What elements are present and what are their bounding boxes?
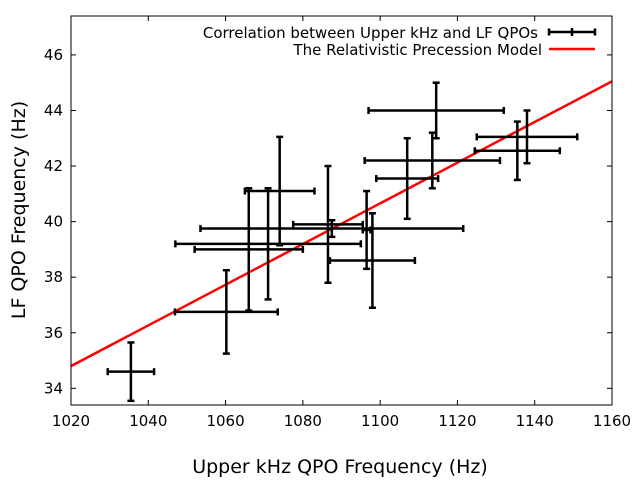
y-tick-label: 40 [44,213,63,231]
y-tick-label: 46 [44,46,63,64]
data-point [199,218,465,239]
data-layer [71,80,612,403]
plot-frame [70,15,613,406]
data-point [473,120,562,182]
data-point [375,137,440,221]
data-point [291,164,365,284]
x-tick-label: 1020 [52,412,90,430]
data-point [193,187,305,312]
y-tick-label: 36 [44,324,63,342]
x-tick-label: 1040 [129,412,167,430]
legend-label-model-line: The Relativistic Precession Model [292,41,542,59]
data-point [173,268,279,355]
axes: 1020 1040 1060 1080 1100 1120 1140 1160 34 36 38 40… [44,15,631,430]
legend: Correlation between Upper kHz and LF QPO… [203,24,597,59]
plot-area [71,80,612,403]
x-tick-label: 1120 [438,412,476,430]
y-axis-title: LF QPO Frequency (Hz) [8,101,30,319]
data-point [363,131,502,190]
data-point [174,187,363,301]
data-point [106,341,156,403]
y-tick-label: 44 [44,101,63,119]
x-tick-label: 1080 [284,412,322,430]
data-point [475,109,579,165]
legend-symbol-errorbar [547,28,597,36]
data-point [361,189,372,271]
legend-label-errorbar-series: Correlation between Upper kHz and LF QPO… [203,24,538,42]
x-axis-title: Upper kHz QPO Frequency (Hz) [192,456,488,478]
x-tick-label: 1100 [361,412,399,430]
data-point [243,135,316,247]
y-tick-label: 42 [44,157,63,175]
data-point [367,81,506,140]
data-point [328,212,417,309]
x-tick-label: 1160 [593,412,631,430]
x-tick-label: 1060 [206,412,244,430]
x-tick-label: 1140 [516,412,554,430]
y-tick-label: 38 [44,268,63,286]
y-tick-label: 34 [44,379,63,397]
